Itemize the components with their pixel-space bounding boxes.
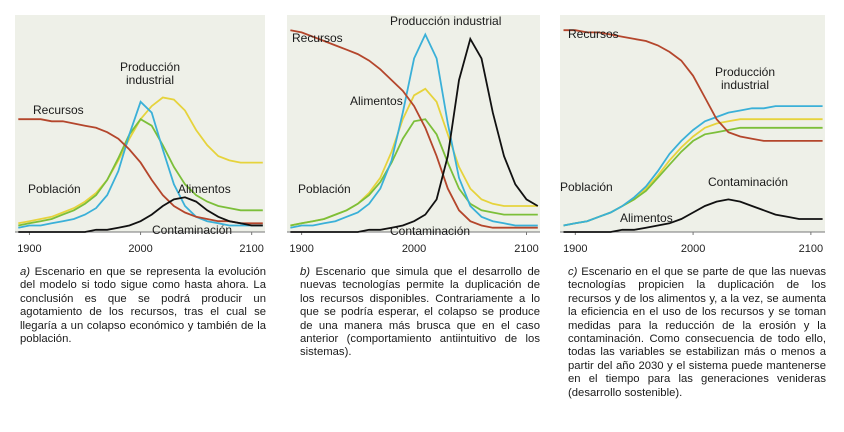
caption-text: Escenario en el que se parte de que las …: [568, 266, 827, 399]
series-label: Producción industrial: [390, 14, 502, 28]
x-tick-label: 2100: [514, 243, 538, 255]
x-tick-label: 1900: [17, 243, 41, 255]
series-label: Alimentos: [350, 94, 403, 108]
series-label: Contaminación: [708, 175, 789, 189]
series-line: [18, 118, 263, 227]
caption: b) Escenario que simula que el desarroll…: [300, 266, 540, 360]
x-tick-label: 2000: [402, 243, 426, 255]
caption-label: b): [300, 266, 311, 278]
series-label: Alimentos: [620, 211, 673, 225]
series-label: Recursos: [568, 27, 619, 41]
caption: a) Escenario en que se representa la evo…: [20, 266, 266, 346]
caption-text: Escenario que simula que el desarrollo d…: [300, 266, 541, 359]
x-tick-label: 1900: [289, 243, 313, 255]
series-label: Contaminación: [152, 223, 233, 237]
series-line: [290, 29, 538, 229]
plot-background: [15, 15, 265, 232]
series-label: Producción industrial: [714, 65, 776, 92]
caption-label: a): [20, 266, 31, 278]
caption-text: Escenario en que se representa la evoluc…: [20, 266, 267, 346]
series-line: [18, 118, 263, 225]
charts: 1900 2000 2100 1900 2000 2100 1900 2000 2100: [15, 15, 825, 255]
x-tick-label: 2000: [128, 243, 152, 255]
series-line: [563, 198, 823, 233]
series-line: [563, 29, 823, 142]
series-label: Población: [298, 182, 351, 196]
series-line: [290, 32, 538, 229]
series-label: Población: [28, 182, 81, 196]
caption: c) Escenario en el que se parte de que l…: [568, 266, 826, 400]
plot-background: [560, 15, 825, 232]
x-tick-label: 2100: [799, 243, 823, 255]
series-line: [18, 100, 263, 229]
x-tick-label: 1900: [563, 243, 587, 255]
series-label: Alimentos: [178, 182, 231, 196]
series-line: [290, 36, 539, 233]
series-line: [563, 105, 823, 227]
series-label: Contaminación: [390, 224, 471, 238]
x-tick-label: 2100: [239, 243, 263, 255]
series-label: Producción industrial: [119, 60, 181, 87]
series-line: [290, 118, 538, 227]
x-tick-label: 2000: [681, 243, 705, 255]
series-label: Recursos: [292, 31, 343, 45]
series-label: Población: [560, 180, 613, 194]
series-line: [18, 196, 263, 233]
series-label: Recursos: [33, 103, 84, 117]
caption-label: c): [568, 266, 578, 278]
